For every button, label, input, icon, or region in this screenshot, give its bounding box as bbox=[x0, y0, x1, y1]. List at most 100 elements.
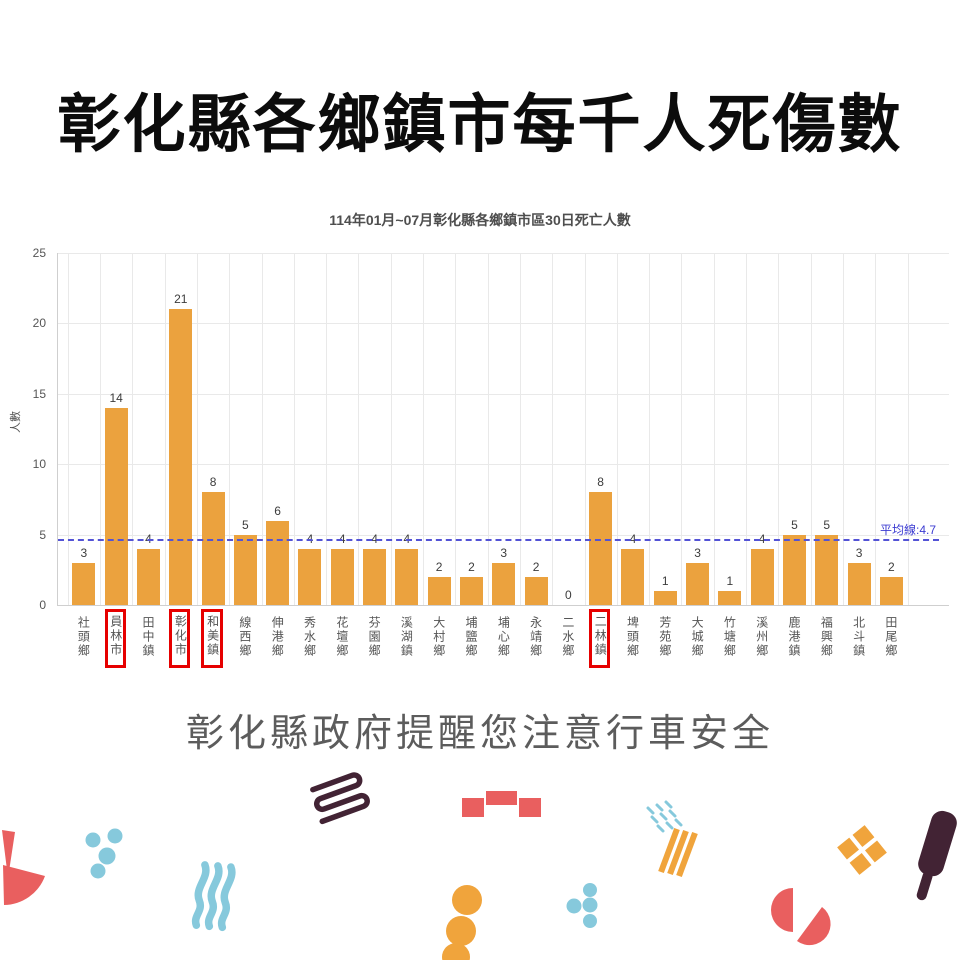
gridline-vertical bbox=[196, 253, 198, 605]
x-axis-label: 二林鎮 bbox=[584, 609, 616, 668]
gridline-vertical bbox=[519, 253, 521, 605]
x-axis-label: 埔鹽鄉 bbox=[454, 610, 486, 658]
bar bbox=[879, 576, 903, 605]
bar-value-label: 2 bbox=[435, 559, 443, 574]
page-title: 彰化縣各鄉鎮市每千人死傷數 bbox=[57, 90, 903, 160]
bar bbox=[815, 534, 839, 605]
x-axis-label-text: 埤頭鄉 bbox=[625, 616, 640, 658]
x-axis-label: 大城鄉 bbox=[680, 610, 712, 658]
gridline-vertical bbox=[132, 253, 134, 605]
x-axis-label-text: 埔心鄉 bbox=[496, 616, 511, 658]
bar bbox=[201, 492, 225, 605]
bar bbox=[459, 576, 483, 605]
gridline-vertical bbox=[907, 253, 909, 605]
x-axis-label-text: 埔鹽鄉 bbox=[464, 616, 479, 658]
highlight-box: 彰化市 bbox=[169, 609, 191, 668]
gridline-horizontal bbox=[58, 534, 949, 536]
x-axis-label: 秀水鄉 bbox=[293, 610, 325, 658]
bar-value-label: 4 bbox=[629, 531, 637, 546]
plot-area: 3 14 4 21 8 5 6 4 4 4 4 2 2 3 2 0 8 4 1 3 1 4 5 5 3 2 平均線:4.7 bbox=[57, 253, 949, 606]
x-axis-label-text: 永靖鄉 bbox=[528, 616, 543, 658]
x-axis-label: 員林市 bbox=[99, 609, 131, 668]
gridline-vertical bbox=[67, 253, 69, 605]
bar-value-label: 0 bbox=[564, 588, 572, 602]
bar bbox=[266, 520, 290, 605]
x-axis-label-text: 田中鎮 bbox=[141, 616, 156, 658]
highlight-box: 員林市 bbox=[104, 609, 126, 668]
y-axis-ticks: 0 5 10 15 20 25 bbox=[0, 246, 46, 612]
x-axis-label: 埤頭鄉 bbox=[616, 610, 648, 658]
confetti-squiggle-icon bbox=[310, 772, 370, 825]
bar-value-label: 5 bbox=[241, 517, 249, 532]
x-axis-label-text: 北斗鎮 bbox=[851, 616, 866, 658]
bar-value-label: 2 bbox=[468, 559, 475, 574]
x-axis-label-text: 溪州鄉 bbox=[754, 616, 769, 658]
gridline-vertical bbox=[842, 253, 844, 605]
bar bbox=[653, 590, 677, 605]
bar bbox=[136, 548, 160, 605]
x-axis-label-text: 芳苑鄉 bbox=[657, 616, 672, 658]
confetti-petals-left-icon bbox=[2, 830, 45, 905]
confetti-petals-right-icon bbox=[771, 888, 831, 946]
x-axis-label: 社頭鄉 bbox=[67, 610, 99, 658]
x-axis-label-text: 竹塘鄉 bbox=[722, 616, 737, 658]
gridline-vertical bbox=[100, 253, 101, 605]
gridline-vertical bbox=[229, 253, 231, 605]
bar-value-label: 3 bbox=[694, 545, 701, 560]
gridline-horizontal bbox=[58, 393, 949, 395]
gridline-vertical bbox=[423, 253, 424, 605]
y-axis-tick-label: 20 bbox=[32, 316, 46, 331]
footer-slogan: 彰化縣政府提醒您注意行車安全 bbox=[185, 713, 774, 755]
x-axis-label-text: 大城鄉 bbox=[690, 616, 705, 658]
x-axis-label: 永靖鄉 bbox=[519, 610, 551, 658]
y-axis-tick-label: 5 bbox=[39, 527, 46, 542]
x-axis-label-text: 社頭鄉 bbox=[76, 616, 91, 658]
x-axis-label: 線西鄉 bbox=[228, 610, 260, 658]
bar bbox=[72, 562, 96, 605]
gridline-vertical bbox=[164, 253, 166, 605]
bar-value-label: 5 bbox=[823, 517, 831, 532]
x-axis-label-text: 彰化市 bbox=[173, 615, 188, 657]
gridline-vertical bbox=[584, 253, 586, 605]
x-axis-label: 溪州鄉 bbox=[745, 610, 777, 658]
x-axis-label: 彰化市 bbox=[164, 609, 196, 668]
gridline-vertical bbox=[649, 253, 651, 605]
x-axis-label-text: 溪湖鎮 bbox=[399, 616, 414, 658]
gridline-vertical bbox=[390, 253, 392, 605]
confetti-sparklers-icon bbox=[646, 800, 698, 878]
bar-value-label: 4 bbox=[306, 531, 314, 546]
bar bbox=[524, 576, 548, 605]
bar bbox=[233, 534, 257, 605]
gridline-vertical bbox=[358, 253, 360, 605]
x-axis-label-text: 員林市 bbox=[108, 615, 123, 657]
bar bbox=[621, 548, 645, 605]
bar bbox=[492, 562, 516, 605]
bar bbox=[330, 548, 354, 605]
confetti-dots-right-icon bbox=[566, 883, 598, 928]
gridline-vertical bbox=[552, 253, 554, 605]
bar-value-label: 3 bbox=[500, 545, 508, 560]
bar bbox=[782, 534, 806, 605]
bar-value-label: 3 bbox=[80, 545, 88, 560]
gridline-vertical bbox=[681, 253, 683, 605]
x-axis-label-text: 二林鎮 bbox=[593, 615, 608, 657]
x-axis-label: 芳苑鄉 bbox=[648, 610, 680, 658]
bar bbox=[395, 548, 419, 605]
x-axis-label: 花壇鄉 bbox=[325, 610, 357, 658]
x-axis-label: 埔心鄉 bbox=[487, 610, 519, 658]
bar bbox=[847, 562, 871, 605]
x-axis-label-text: 秀水鄉 bbox=[302, 616, 317, 658]
bar-value-label: 21 bbox=[174, 292, 188, 307]
highlight-box: 和美鎮 bbox=[201, 609, 223, 668]
confetti-decoration bbox=[2, 772, 957, 960]
confetti-diamonds-icon bbox=[837, 825, 887, 875]
bar bbox=[298, 548, 322, 605]
gridline-vertical bbox=[261, 253, 263, 605]
confetti-bottle-icon bbox=[916, 810, 957, 901]
x-axis-label: 溪湖鎮 bbox=[390, 610, 422, 658]
gridline-vertical bbox=[487, 253, 489, 605]
gridline-vertical bbox=[746, 253, 747, 605]
x-axis-label-text: 田尾鄉 bbox=[883, 616, 898, 658]
bar bbox=[750, 548, 774, 605]
